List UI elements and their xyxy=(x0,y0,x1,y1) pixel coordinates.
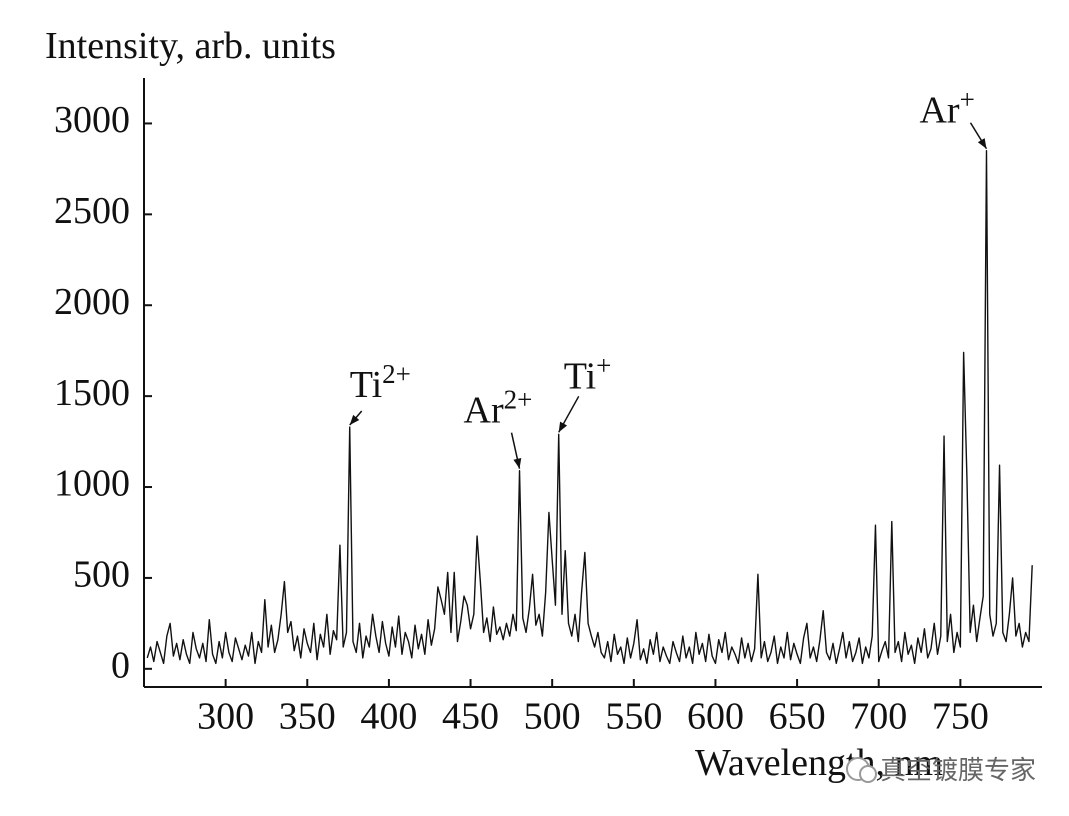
annotation-text: Ti xyxy=(564,355,596,397)
arrow-head xyxy=(513,458,522,469)
arrow-head xyxy=(977,138,987,149)
arrow-head xyxy=(558,421,568,433)
x-tick-label: 300 xyxy=(197,696,254,738)
y-tick-label: 1000 xyxy=(54,463,130,505)
arrow-head xyxy=(349,414,360,426)
x-tick-label: 450 xyxy=(442,696,499,738)
watermark: 真空镀膜专家 xyxy=(880,756,1036,786)
y-tick-label: 2000 xyxy=(54,281,130,323)
x-tick-label: 700 xyxy=(850,696,907,738)
annotation: Ar2+ xyxy=(464,385,533,432)
x-tick-label: 350 xyxy=(279,696,336,738)
annotation-superscript: + xyxy=(596,350,611,380)
annotation-text: Ar xyxy=(919,90,959,132)
annotation: Ti+ xyxy=(564,350,612,397)
annotation: Ti2+ xyxy=(350,359,411,406)
y-tick-label: 500 xyxy=(73,554,130,596)
x-axis-title: Wavelength, nm xyxy=(695,742,943,784)
x-tick-label: 600 xyxy=(687,696,744,738)
x-tick-label: 550 xyxy=(605,696,662,738)
annotation: Ar+ xyxy=(919,85,974,132)
y-tick-label: 0 xyxy=(111,645,130,687)
x-tick-label: 750 xyxy=(932,696,989,738)
x-tick-label: 400 xyxy=(360,696,417,738)
y-axis-title: Intensity, arb. units xyxy=(45,25,336,67)
x-tick-label: 650 xyxy=(769,696,826,738)
watermark-icon xyxy=(846,757,877,783)
y-tick-label: 2500 xyxy=(54,190,130,232)
y-tick-label: 3000 xyxy=(54,99,130,141)
annotation-superscript: 2+ xyxy=(504,385,533,415)
annotation-superscript: 2+ xyxy=(382,359,411,389)
annotation-text: Ti xyxy=(350,364,382,406)
spectrum-line xyxy=(146,150,1033,665)
annotation-superscript: + xyxy=(960,85,975,115)
x-tick-label: 500 xyxy=(524,696,581,738)
y-tick-label: 1500 xyxy=(54,372,130,414)
annotation-text: Ar xyxy=(464,390,504,432)
